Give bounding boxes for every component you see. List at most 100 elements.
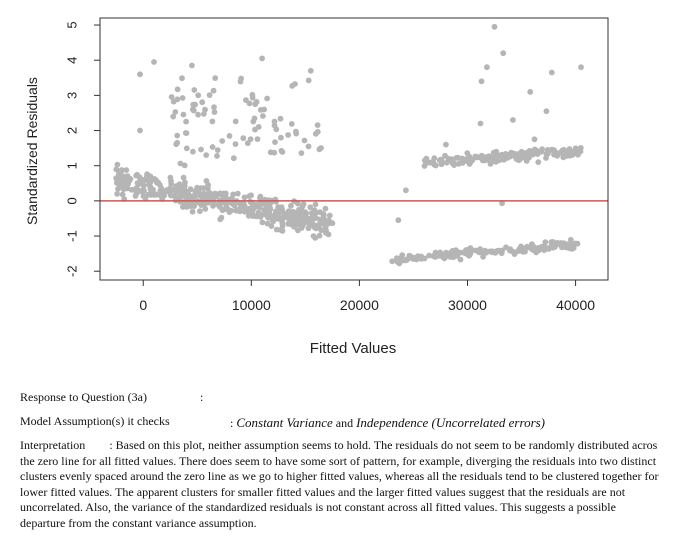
data-point [535,159,542,166]
data-point [187,203,194,210]
data-point [288,213,295,219]
data-point [222,206,228,213]
data-point [209,118,216,125]
data-point [316,232,323,239]
data-point [278,134,284,141]
data-point [550,239,556,245]
data-point [288,121,295,127]
data-point [554,239,561,246]
data-point [525,244,531,251]
data-point [286,218,293,224]
assumption-and: and [335,416,354,430]
data-point [395,217,402,224]
data-point [257,193,264,200]
data-point [325,217,332,224]
data-point [260,113,266,119]
data-point [174,132,181,139]
data-point [422,157,428,164]
data-point [226,133,233,139]
data-point [232,118,239,125]
data-point [459,155,466,162]
data-point [302,209,309,216]
data-point [189,208,196,215]
data-point [568,148,575,155]
data-point [177,160,184,167]
data-point [318,145,324,151]
data-point [278,204,285,211]
data-point [438,156,444,163]
data-point [307,67,314,74]
data-point [135,181,142,188]
data-point [499,151,505,158]
data-point [263,209,269,216]
data-point [183,188,190,195]
data-point [291,223,297,230]
interpretation-label: Interpretation [20,438,86,452]
data-point [247,211,254,218]
data-point [305,77,312,84]
data-point [251,115,258,122]
data-point [139,176,146,183]
data-point [180,111,187,118]
data-point [168,192,175,199]
data-point [183,130,190,137]
data-point [293,130,300,137]
data-point [252,126,258,133]
data-point [183,118,190,125]
question-label: Response to Question (3a) [20,390,147,404]
data-point [527,89,534,95]
data-point [138,188,144,195]
data-point [389,258,396,265]
y-axis-label: Standardized Residuals [24,77,40,225]
data-point [308,210,315,217]
data-point [211,109,218,115]
data-point [137,71,143,78]
data-point [494,248,500,254]
data-point [119,178,126,184]
data-point [256,204,263,211]
data-point [269,217,276,224]
data-point [487,157,493,164]
data-point [531,247,538,253]
data-point [543,108,550,115]
data-point [473,153,480,160]
data-point [567,236,574,243]
data-point [477,120,484,127]
data-point [578,64,584,71]
data-point [116,171,122,177]
data-point [197,208,203,215]
data-point [150,186,156,193]
data-point [559,244,565,251]
x-tick-label: 40000 [556,297,595,313]
data-point [323,230,329,236]
data-point [254,136,261,143]
data-point [240,135,247,142]
data-point [241,194,248,201]
data-point [114,191,120,197]
data-point [466,158,472,165]
data-point [226,209,233,216]
data-point [244,207,251,214]
data-point [522,248,528,255]
data-point [180,174,187,181]
data-point [296,206,302,213]
data-point [285,132,291,138]
y-axis: -2 -1 0 1 2 3 4 5 [65,21,100,277]
data-point [489,248,495,255]
assumption-constant-variance: Constant Variance [236,415,333,430]
data-point [500,50,507,57]
residual-scatter-plot: 0 10000 20000 30000 40000 -2 -1 0 1 2 3 4 5 Fitted … [24,17,609,357]
data-point [499,200,505,207]
data-point [222,190,229,197]
data-point [552,151,559,158]
data-point [443,141,449,148]
data-point [467,245,474,251]
data-point [561,150,568,157]
data-point [277,115,284,122]
data-point [312,201,319,208]
data-point [491,23,498,30]
data-point [232,141,239,148]
data-point [246,193,253,200]
scatter-points [113,23,584,267]
data-point [202,206,209,212]
